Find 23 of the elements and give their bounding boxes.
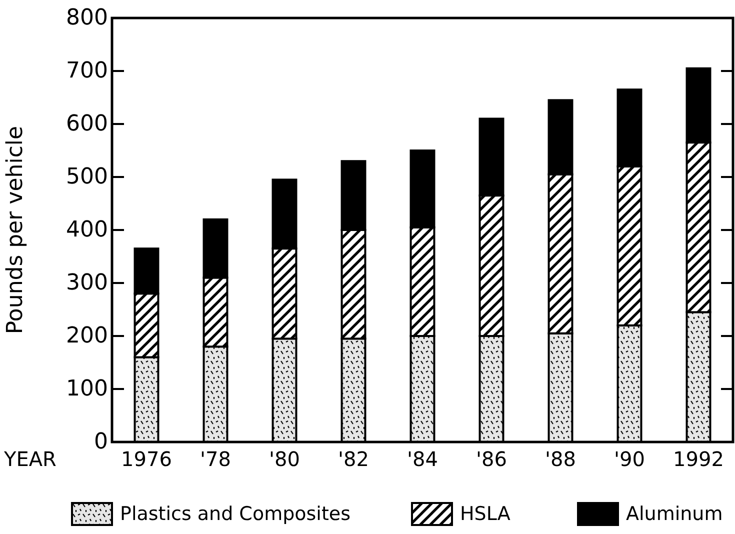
legend-label: Aluminum: [626, 503, 723, 525]
y-tick-label: 700: [66, 58, 108, 84]
x-tick-label: '86: [476, 447, 507, 471]
legend-label: HSLA: [460, 503, 510, 525]
x-tick-label: '82: [338, 447, 369, 471]
y-tick-label: 300: [66, 270, 108, 296]
x-tick-label: '84: [407, 447, 438, 471]
y-tick-label: 0: [94, 430, 108, 454]
x-tick-label: 1992: [673, 447, 724, 471]
x-tick-label: '78: [200, 447, 231, 471]
x-tick-label: 1976: [121, 447, 172, 471]
y-tick-label: 800: [66, 6, 108, 30]
x-axis-title: YEAR: [3, 447, 57, 471]
y-tick-label: 200: [66, 324, 108, 348]
y-tick-label: 400: [66, 218, 108, 242]
x-tick-label: '88: [545, 447, 576, 471]
x-tick-label: '80: [269, 447, 300, 471]
y-axis-title: Pounds per vehicle: [3, 126, 28, 334]
x-tick-label: '90: [614, 447, 645, 471]
legend-label: Plastics and Composites: [120, 503, 350, 525]
y-tick-label: 500: [66, 164, 108, 190]
y-tick-label: 100: [66, 376, 108, 402]
y-tick-label: 600: [66, 112, 108, 136]
